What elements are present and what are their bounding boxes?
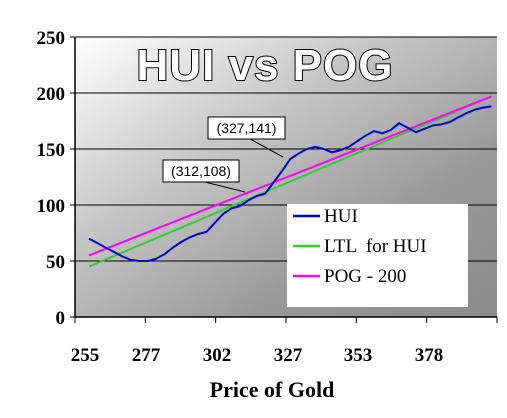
series-line-pog-200: [88, 95, 492, 257]
annotations: (312,108) (327,141): [162, 116, 286, 193]
series-lines: [88, 95, 492, 268]
y-tick-label: 200: [37, 84, 66, 105]
series-line-ltl-for-hui: [88, 95, 492, 268]
x-axis-label: Price of Gold: [210, 377, 335, 402]
legend-label: HUI: [324, 206, 358, 227]
annotation-leader: [204, 181, 246, 193]
x-tick-label: 327: [274, 345, 303, 366]
y-tick-label: 100: [37, 196, 66, 217]
x-tick-label: 277: [132, 345, 161, 366]
y-tick-label: 150: [37, 140, 66, 161]
x-tick-label: 255: [71, 345, 100, 366]
x-tick-label: 302: [203, 345, 232, 366]
series-line-hui: [88, 105, 492, 262]
annotation-box: [207, 116, 286, 140]
annotation-label: (312,108): [171, 163, 231, 179]
legend-label: POG - 200: [324, 266, 406, 287]
x-tick-label: 378: [415, 345, 444, 366]
legend-label: LTL for HUI: [324, 236, 427, 257]
y-tick-labels: 0 50 100 150 200 250: [37, 28, 66, 329]
x-tick-label: 353: [344, 345, 373, 366]
annotation-label: (327,141): [217, 120, 277, 136]
annotation-leader: [250, 138, 284, 158]
legend-box: [287, 204, 468, 307]
annotation-box: [162, 159, 240, 183]
legend: HUI LTL for HUI POG - 200: [287, 204, 468, 307]
x-tick-labels: 255 277 302 327 353 378: [71, 345, 444, 366]
axes: [70, 36, 498, 323]
y-tick-label: 0: [56, 308, 66, 329]
chart-title: HUI vs POG: [137, 41, 394, 90]
y-tick-label: 50: [46, 252, 65, 273]
y-tick-label: 250: [37, 28, 66, 49]
